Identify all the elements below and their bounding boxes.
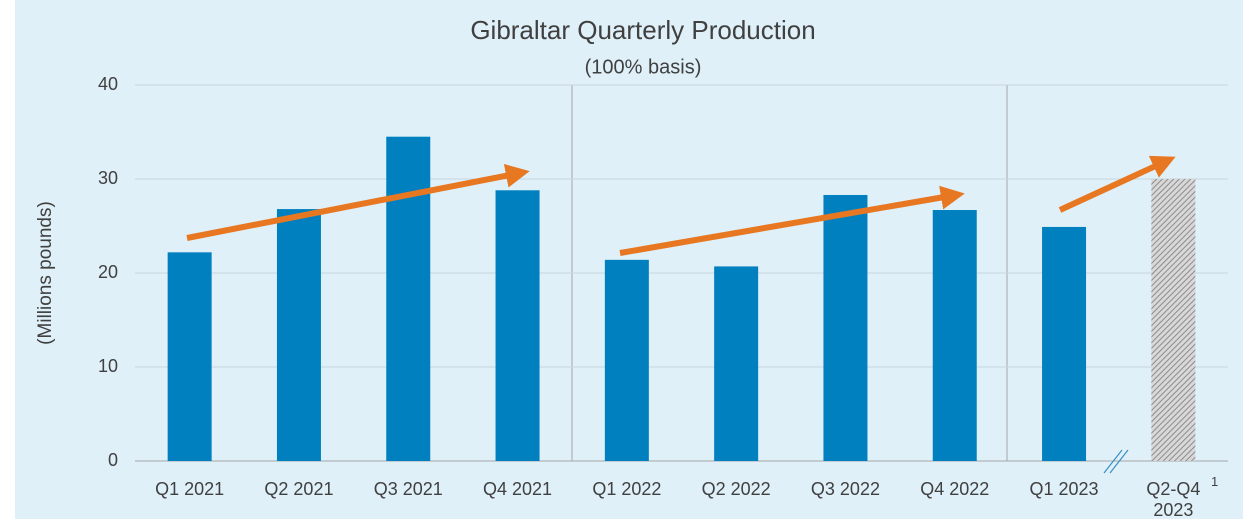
y-tick-label: 40: [98, 74, 118, 94]
bar: [823, 194, 868, 462]
x-tick-label: Q2 2021: [264, 479, 334, 499]
y-tick-label: 30: [98, 168, 118, 188]
bar: [386, 136, 431, 461]
axis-break: [1109, 449, 1129, 474]
x-tick-label: Q2 2022: [701, 479, 771, 499]
bar: [604, 259, 649, 461]
trend-arrow: [1058, 155, 1176, 213]
bar: [714, 266, 759, 461]
chart-subtitle: (100% basis): [585, 56, 702, 78]
footnote-marker: 1: [1211, 474, 1219, 489]
bar: [167, 252, 212, 461]
bar: [932, 210, 977, 461]
x-tick-label: Q3 2021: [373, 479, 443, 499]
bar: [1151, 179, 1196, 461]
x-tick-label: Q1 2022: [592, 479, 662, 499]
axis-break: [1103, 449, 1123, 474]
y-axis-label: (Millions pounds): [35, 201, 56, 345]
bar: [276, 209, 321, 461]
x-tick-label: Q3 2022: [810, 479, 880, 499]
bar: [1042, 226, 1087, 461]
bar: [495, 190, 540, 461]
y-tick-label: 10: [98, 356, 118, 376]
x-tick-label: Q1 2023: [1029, 479, 1099, 499]
y-tick-label: 20: [98, 262, 118, 282]
trend-arrow: [619, 185, 965, 256]
x-tick-label: Q1 2021: [155, 479, 225, 499]
chart-title: Gibraltar Quarterly Production: [470, 15, 815, 45]
x-tick-label: Q4 2022: [920, 479, 990, 499]
trend-arrow: [186, 163, 530, 241]
x-tick-label: Q2-Q4 2023: [1146, 479, 1201, 519]
y-tick-label: 0: [108, 450, 118, 470]
x-tick-label: Q4 2021: [483, 479, 553, 499]
